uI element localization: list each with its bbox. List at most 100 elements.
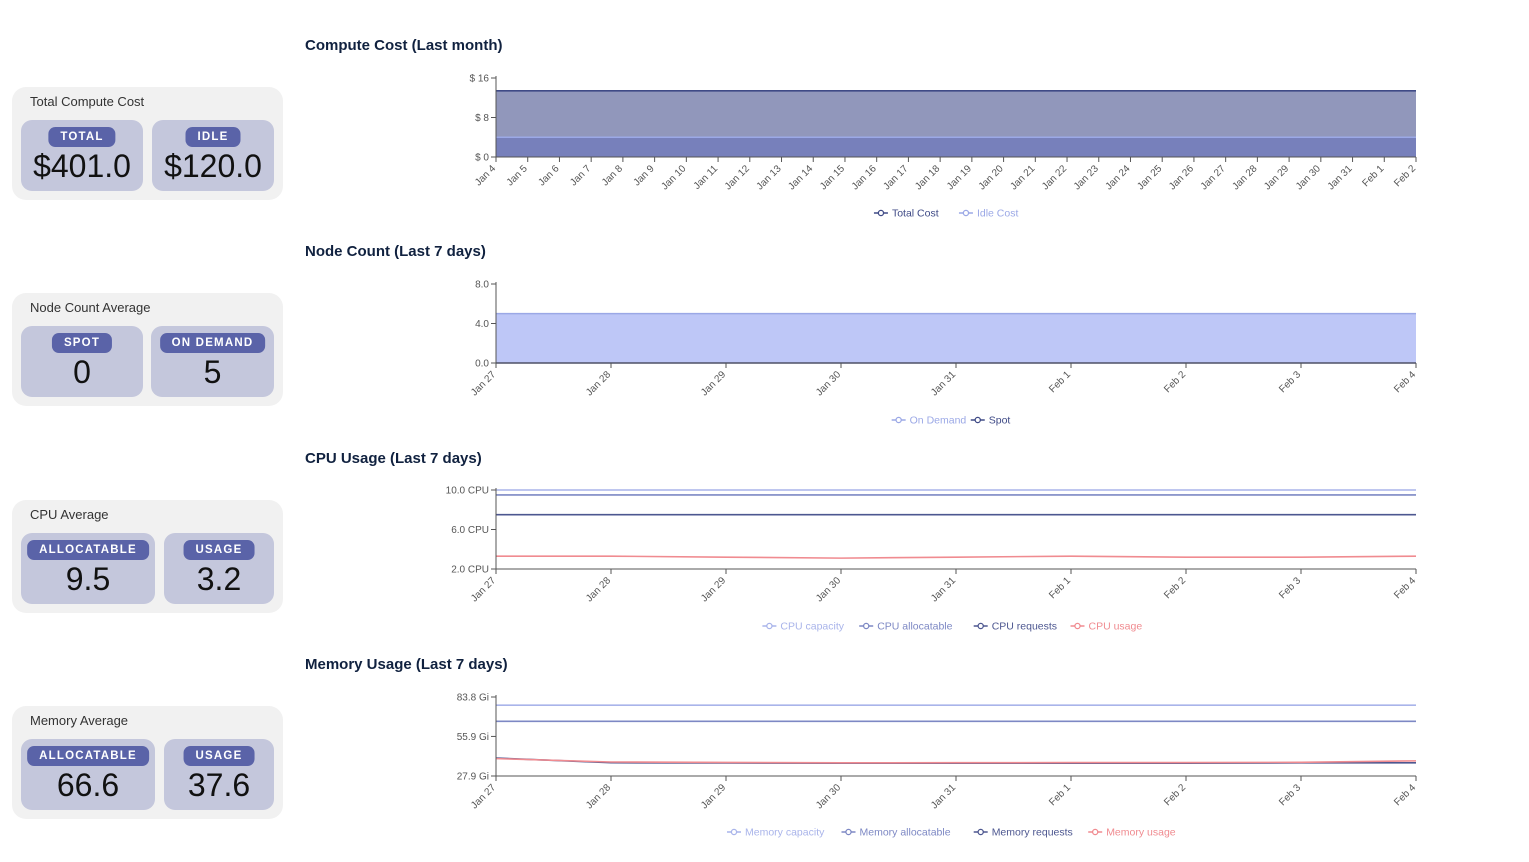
stat-label: USAGE [183, 746, 255, 766]
total-compute-cost-card: Total Compute Cost TOTAL $401.0 IDLE $12… [12, 87, 283, 200]
x-tick-label: Jan 28 [584, 575, 613, 604]
x-tick-label: Feb 4 [1392, 782, 1418, 808]
usage-stat: USAGE 37.6 [164, 739, 274, 810]
x-tick-label: Jan 28 [584, 369, 613, 398]
x-tick-label: Jan 10 [659, 163, 688, 192]
x-tick-label: Jan 8 [600, 163, 625, 188]
stat-value: 3.2 [196, 561, 242, 597]
stat-label: TOTAL [48, 127, 116, 147]
x-tick-label: Jan 28 [1230, 163, 1259, 192]
y-tick-label: 6.0 CPU [451, 525, 489, 536]
legend-label: Memory requests [992, 827, 1073, 839]
x-tick-label: Jan 21 [1008, 163, 1037, 192]
x-tick-label: Jan 27 [469, 575, 498, 604]
x-tick-label: Feb 2 [1392, 163, 1418, 189]
x-tick-label: Jan 31 [929, 369, 958, 398]
legend-marker [962, 209, 970, 217]
node-count-chart: 0.0 4.0 8.0 Jan 27 Jan 28 Jan 29 Jan 30 Jan 31 F… [469, 280, 1418, 427]
stat-label: SPOT [51, 333, 113, 353]
x-tick-label: Jan 27 [1199, 163, 1228, 192]
series-line-3 [496, 555, 1417, 559]
spot-stat: SPOT 0 [21, 326, 143, 397]
x-tick-label: Jan 4 [473, 163, 498, 188]
x-tick-label: Jan 22 [1040, 163, 1069, 192]
stat-label: USAGE [183, 540, 255, 560]
legend-label: CPU capacity [780, 621, 844, 633]
x-tick-label: Jan 17 [882, 163, 911, 192]
card-title: CPU Average [30, 507, 109, 522]
stat-value: $401.0 [33, 148, 131, 184]
memory-usage-chart: 27.9 Gi 55.9 Gi 83.8 Gi Jan 27 Jan 28 Jan 29 J… [457, 693, 1419, 839]
x-tick-label: Feb 1 [1047, 575, 1073, 601]
x-tick-label: Jan 18 [913, 163, 942, 192]
x-tick-label: Feb 1 [1047, 369, 1073, 395]
compute-cost-chart: $ 0 $ 8 $ 16 Jan 4 Jan 5 Jan 6 Jan 7 Jan 8 Jan 9… [470, 74, 1419, 220]
legend-item: Memory allocatable [841, 827, 951, 839]
legend-label: On Demand [910, 415, 967, 427]
legend-marker [977, 622, 984, 630]
x-tick-label: Feb 3 [1277, 369, 1303, 395]
y-tick-label: 2.0 CPU [451, 565, 489, 576]
x-tick-label: Jan 31 [929, 782, 958, 811]
series-line-3 [495, 757, 1417, 764]
x-tick-label: Feb 4 [1392, 369, 1418, 395]
x-tick-label: Jan 29 [699, 782, 728, 811]
legend-marker [845, 828, 852, 836]
legend-label: CPU requests [992, 621, 1057, 633]
legend-label: Total Cost [892, 208, 939, 220]
on-demand-stat: ON DEMAND 5 [151, 326, 274, 397]
x-tick-label: Jan 16 [850, 163, 879, 192]
x-tick-label: Jan 26 [1167, 163, 1196, 192]
stat-value: 0 [73, 354, 91, 390]
x-tick-label: Jan 28 [584, 782, 613, 811]
x-tick-label: Feb 2 [1162, 369, 1188, 395]
node-count-average-card: Node Count Average SPOT 0 ON DEMAND 5 [12, 293, 283, 406]
memory-usage-title: Memory Usage (Last 7 days) [305, 656, 508, 673]
y-tick-label: 83.8 Gi [457, 693, 489, 704]
stat-label: ALLOCATABLE [27, 746, 149, 766]
legend-marker [766, 622, 773, 630]
legend-marker [895, 416, 902, 424]
y-tick-label: 10.0 CPU [446, 486, 489, 497]
x-tick-label: Jan 27 [469, 782, 498, 811]
x-tick-label: Feb 1 [1047, 782, 1073, 808]
legend-item: Memory requests [973, 827, 1073, 839]
allocatable-stat: ALLOCATABLE 9.5 [21, 533, 155, 604]
cpu-usage-title: CPU Usage (Last 7 days) [305, 450, 482, 467]
x-tick-label: Jan 14 [786, 163, 815, 192]
x-tick-label: Jan 30 [814, 575, 843, 604]
legend-item: Memory capacity [727, 827, 825, 839]
x-tick-label: Jan 7 [568, 163, 593, 188]
legend-item: Spot [970, 415, 1011, 427]
x-tick-label: Jan 29 [699, 575, 728, 604]
stat-label: IDLE [185, 127, 241, 147]
x-tick-label: Feb 3 [1277, 575, 1303, 601]
x-tick-label: Jan 31 [929, 575, 958, 604]
x-tick-label: Jan 29 [699, 369, 728, 398]
series-area-0 [496, 313, 1416, 363]
x-tick-label: Jan 24 [1104, 163, 1133, 192]
total-stat: TOTAL $401.0 [21, 120, 143, 191]
cpu-usage-chart: 2.0 CPU 6.0 CPU 10.0 CPU Jan 27 Jan 28 Jan 29… [446, 486, 1419, 633]
x-tick-label: Feb 4 [1392, 575, 1418, 601]
x-tick-label: Jan 9 [632, 163, 657, 188]
x-tick-label: Feb 3 [1277, 782, 1303, 808]
y-tick-label: $ 8 [475, 113, 489, 124]
x-tick-label: Jan 15 [818, 163, 847, 192]
legend-item: Idle Cost [958, 208, 1019, 220]
compute-cost-title: Compute Cost (Last month) [305, 37, 503, 54]
x-tick-label: Jan 29 [1262, 163, 1291, 192]
x-tick-label: Jan 30 [814, 782, 843, 811]
node-count-title: Node Count (Last 7 days) [305, 243, 486, 260]
legend-item: On Demand [891, 415, 967, 427]
legend-label: Spot [989, 415, 1011, 427]
x-tick-label: Feb 1 [1361, 163, 1387, 189]
legend-label: Idle Cost [977, 208, 1019, 220]
y-tick-label: 0.0 [475, 359, 489, 370]
card-title: Memory Average [30, 713, 129, 728]
y-tick-label: 4.0 [475, 319, 489, 330]
legend-label: Memory allocatable [860, 827, 951, 839]
idle-stat: IDLE $120.0 [152, 120, 274, 191]
x-tick-label: Jan 31 [1326, 163, 1355, 192]
x-tick-label: Jan 30 [814, 369, 843, 398]
